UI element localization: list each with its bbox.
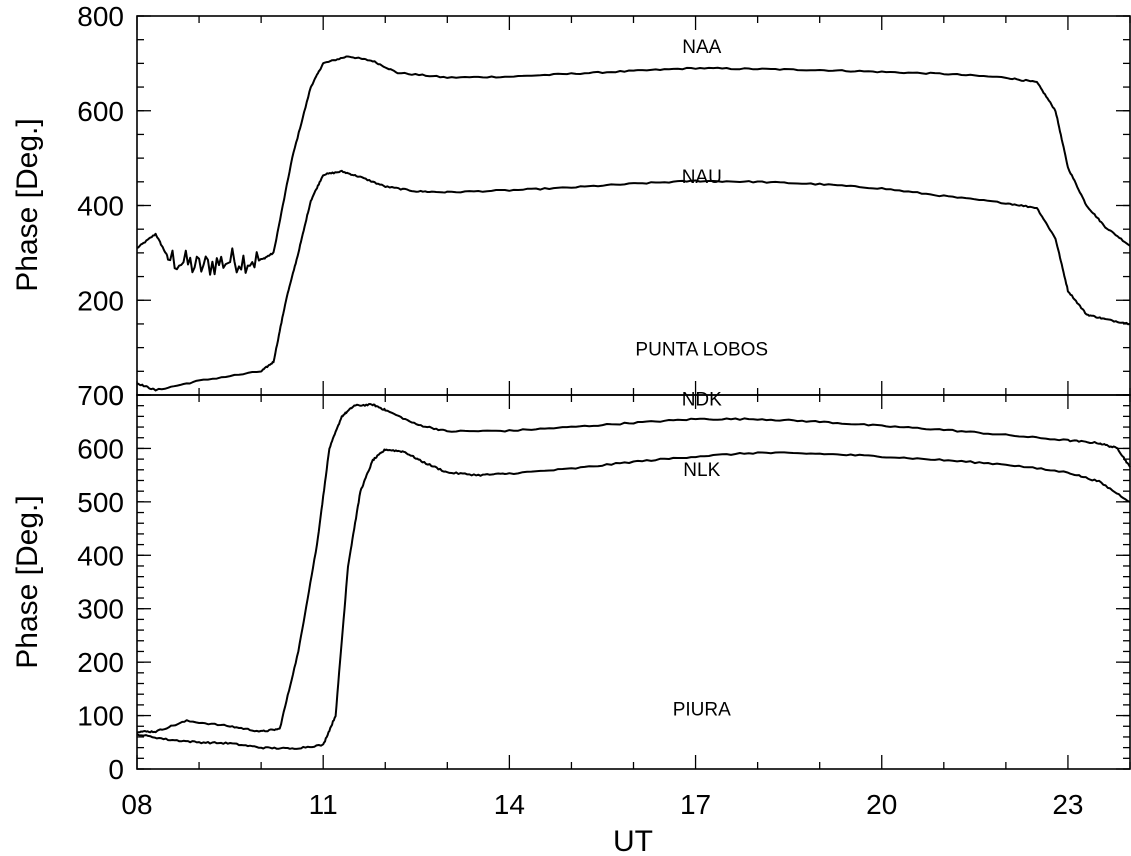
bottom-panel-frame — [136, 394, 1131, 770]
x-tick-label: 11 — [309, 789, 338, 820]
top-panel-ticks: 0 200 400 600 800 — [77, 1, 1131, 411]
top-y-tick-label: 600 — [77, 96, 124, 127]
annotation-nlk: NLK — [683, 460, 720, 481]
annotation-piura: PIURA — [673, 700, 731, 721]
top-panel-series — [136, 55, 1131, 392]
bottom-y-axis-label: Phase [Deg.] — [11, 495, 44, 668]
x-axis-label: UT — [613, 825, 653, 856]
annotation-punta-lobos: PUNTA LOBOS — [635, 340, 768, 361]
bottom-y-tick-label: 300 — [77, 594, 124, 625]
bottom-panel-series — [136, 403, 1131, 750]
bottom-panel-annotations: NDK NLK PIURA — [673, 390, 731, 721]
annotation-nau: NAU — [682, 167, 722, 188]
top-y-axis-label: Phase [Deg.] — [11, 118, 44, 291]
annotation-ndk: NDK — [682, 390, 722, 411]
bottom-y-tick-label: 500 — [77, 487, 124, 518]
x-tick-label: 23 — [1052, 789, 1083, 820]
top-y-tick-label: 200 — [77, 285, 124, 316]
bottom-y-tick-label: 200 — [77, 647, 124, 678]
bottom-y-tick-label: 100 — [77, 701, 124, 732]
series-line-nlk — [136, 448, 1131, 750]
series-line-ndk — [136, 403, 1131, 734]
top-y-tick-label: 0 — [108, 380, 124, 411]
annotation-naa: NAA — [682, 37, 721, 58]
x-tick-label: 08 — [121, 789, 152, 820]
bottom-panel-ticks: 0 100 200 300 400 500 600 700 08 11 14 17 20 23 — [77, 380, 1131, 820]
top-y-tick-label: 800 — [77, 1, 124, 32]
x-tick-label: 17 — [680, 789, 711, 820]
bottom-y-tick-label: 700 — [77, 380, 124, 411]
bottom-y-tick-label: 600 — [77, 433, 124, 464]
top-y-tick-label: 400 — [77, 191, 124, 222]
series-line-nau — [136, 169, 1131, 392]
top-panel-annotations: NAA NAU PUNTA LOBOS — [635, 37, 768, 361]
series-line-naa — [136, 55, 1131, 276]
bottom-y-tick-label: 0 — [108, 754, 124, 785]
top-panel-frame — [136, 15, 1131, 396]
x-tick-label: 14 — [494, 789, 525, 820]
x-tick-label: 20 — [866, 789, 897, 820]
bottom-y-tick-label: 400 — [77, 540, 124, 571]
